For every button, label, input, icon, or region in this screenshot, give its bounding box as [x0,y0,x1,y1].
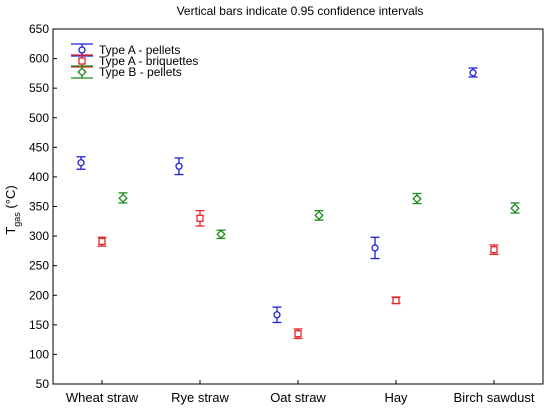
data-point [371,244,379,252]
data-point [412,194,422,204]
y-tick-label: 400 [29,170,49,184]
y-tick-label: 500 [29,111,49,125]
legend-marker [78,57,86,65]
x-tick-label: Oat straw [270,390,326,405]
series-3 [118,192,520,240]
data-point [196,214,204,222]
chart-title: Vertical bars indicate 0.95 confidence i… [177,4,424,18]
legend-label: Type B - pellets [99,65,182,79]
legend-marker [78,46,86,54]
data-point [469,69,477,77]
data-point [77,159,85,167]
x-tick-label: Birch sawdust [454,390,535,405]
legend-label: Type A - pellets [99,43,180,57]
y-tick-label: 100 [29,347,49,361]
y-tick-label: 200 [29,288,49,302]
data-point [294,330,302,338]
y-tick-label: 50 [36,377,50,391]
y-tick-label: 350 [29,200,49,214]
y-tick-label: 250 [29,259,49,273]
y-axis-label: Tgas (°C) [3,185,22,234]
y-tick-label: 150 [29,318,49,332]
y-tick-label: 600 [29,52,49,66]
data-point [118,193,128,203]
x-tick-label: Rye straw [171,390,229,405]
x-tick-label: Hay [384,390,408,405]
x-tick-label: Wheat straw [66,390,139,405]
y-tick-label: 550 [29,81,49,95]
y-axis-label-main: T [3,227,18,235]
data-point [392,296,400,305]
y-axis-label-sub: gas [12,212,22,227]
data-point [510,203,520,213]
legend-label: Type A - briquettes [99,54,198,68]
y-axis-label-unit: (°C) [3,185,18,212]
data-point [98,237,106,246]
data-point [216,229,226,240]
x-axis: Wheat straw Rye straw Oat straw Hay Birch sa… [66,380,535,405]
y-tick-label: 300 [29,229,49,243]
data-point [175,162,183,170]
y-axis-title: Tgas (°C) [3,185,22,234]
series-layer [76,67,520,340]
legend-marker [77,67,87,77]
data-point [273,311,281,319]
series-1 [76,67,478,324]
y-axis: 50 100 150 200 250 300 350 400 450 500 550 600 650 [29,22,57,391]
series-2 [97,209,499,340]
data-point [314,210,324,221]
legend-item: Type B - pellets [71,65,182,79]
data-point [490,246,498,254]
y-tick-label: 650 [29,22,49,36]
y-tick-label: 450 [29,140,49,154]
